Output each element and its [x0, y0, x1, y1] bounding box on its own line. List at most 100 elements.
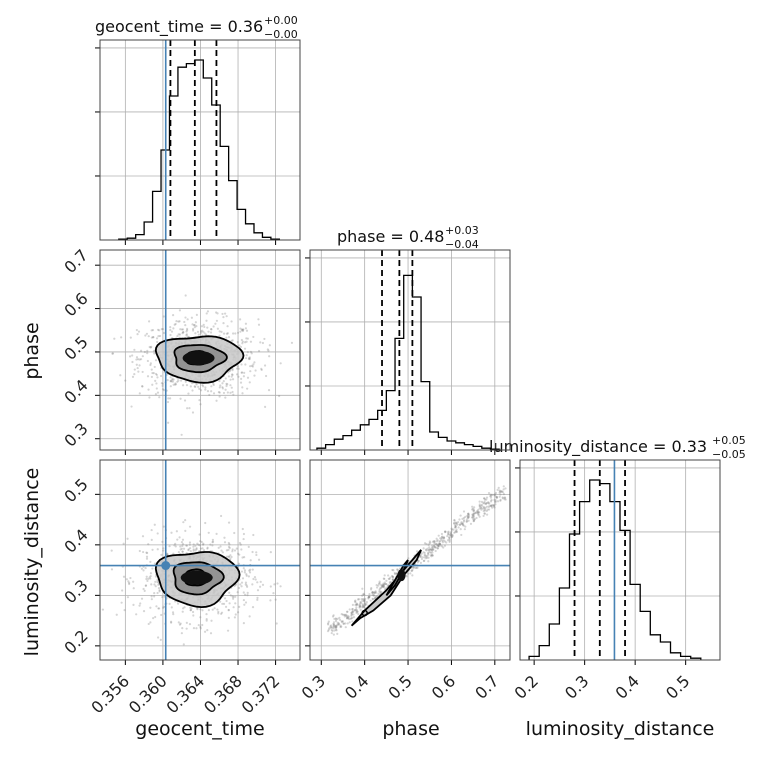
density-core [180, 570, 213, 585]
sample-point [349, 617, 352, 620]
sample-point [480, 504, 483, 507]
sample-point [234, 602, 237, 605]
sample-point [502, 485, 505, 488]
sample-point [460, 521, 463, 524]
sample-point [435, 537, 438, 540]
sample-point [131, 360, 134, 364]
sample-point [132, 580, 135, 583]
sample-point [362, 604, 365, 607]
sample-point [482, 497, 486, 500]
sample-point [334, 626, 337, 630]
sample-point [224, 388, 227, 391]
sample-point [255, 551, 258, 554]
sample-point [235, 547, 238, 550]
sample-point [248, 569, 251, 572]
sample-point [191, 411, 195, 414]
sample-point [355, 609, 358, 612]
sample-point [499, 498, 502, 501]
sample-point [378, 581, 381, 585]
sample-point [150, 595, 153, 598]
sample-point [197, 543, 200, 546]
sample-point [467, 513, 470, 517]
sample-point [225, 549, 228, 552]
sample-point [477, 508, 480, 512]
sample-point [493, 493, 497, 496]
sample-point [228, 546, 231, 549]
sample-point [223, 312, 227, 315]
sample-point [370, 587, 373, 590]
sample-point [166, 553, 169, 556]
sample-point [498, 495, 501, 498]
sample-point [478, 500, 481, 503]
sample-point [217, 612, 220, 615]
sample-point [196, 608, 199, 611]
sample-point [201, 609, 204, 612]
sample-point [453, 519, 456, 522]
sample-point [338, 616, 341, 619]
sample-point [335, 618, 338, 621]
sample-point [115, 613, 118, 616]
sample-point [407, 572, 410, 575]
sample-point [147, 577, 150, 581]
sample-point [374, 590, 377, 593]
sample-point [361, 594, 364, 597]
sample-point [490, 498, 493, 502]
sample-point [351, 620, 354, 623]
sample-point [192, 614, 195, 617]
sample-point [185, 544, 189, 547]
xtick-label-geocent-time: 0.368 [200, 671, 246, 717]
sample-point [502, 493, 506, 496]
sample-point [154, 379, 157, 382]
sample-point [250, 352, 253, 355]
sample-point [383, 582, 386, 585]
sample-point [472, 512, 475, 515]
sample-point [330, 624, 333, 627]
sample-point [162, 549, 165, 552]
sample-point [362, 605, 365, 609]
sample-point [199, 330, 203, 333]
histogram-step [316, 274, 500, 450]
sample-point [154, 393, 158, 396]
sample-point [364, 603, 367, 607]
ytick-label-phase: 0.6 [60, 289, 91, 320]
sample-point [443, 544, 447, 547]
sample-point [145, 557, 149, 560]
sample-point [218, 391, 221, 394]
sample-point [362, 593, 365, 596]
sample-point [219, 600, 222, 603]
sample-point [178, 333, 182, 336]
sample-point [215, 399, 218, 402]
sample-point [122, 542, 125, 545]
sample-point [237, 367, 240, 370]
sample-point [160, 327, 163, 331]
sample-point [156, 636, 160, 639]
sample-point [223, 541, 227, 544]
sample-point [177, 379, 180, 382]
sample-point [332, 614, 335, 617]
ytick-label-luminosity-distance: 0.2 [60, 626, 91, 657]
sample-point [251, 365, 254, 368]
sample-point [205, 619, 208, 622]
sample-point [337, 622, 340, 625]
sample-point [225, 384, 228, 388]
sample-point [192, 543, 195, 546]
sample-point [150, 583, 153, 586]
sample-point [483, 509, 487, 512]
sample-point [381, 584, 384, 588]
sample-point [188, 407, 191, 410]
sample-point [131, 354, 134, 357]
sample-point [451, 534, 454, 537]
sample-point [244, 581, 248, 584]
sample-point [183, 320, 186, 324]
sample-point [249, 365, 252, 368]
sample-point [160, 613, 163, 617]
sample-point [242, 621, 245, 625]
sample-point [462, 524, 465, 527]
sample-point [424, 557, 427, 560]
sample-point [425, 549, 428, 552]
sample-point [192, 324, 196, 327]
sample-point [431, 540, 435, 543]
sample-point [279, 585, 282, 588]
sample-point [152, 336, 155, 339]
sample-point [453, 522, 456, 525]
